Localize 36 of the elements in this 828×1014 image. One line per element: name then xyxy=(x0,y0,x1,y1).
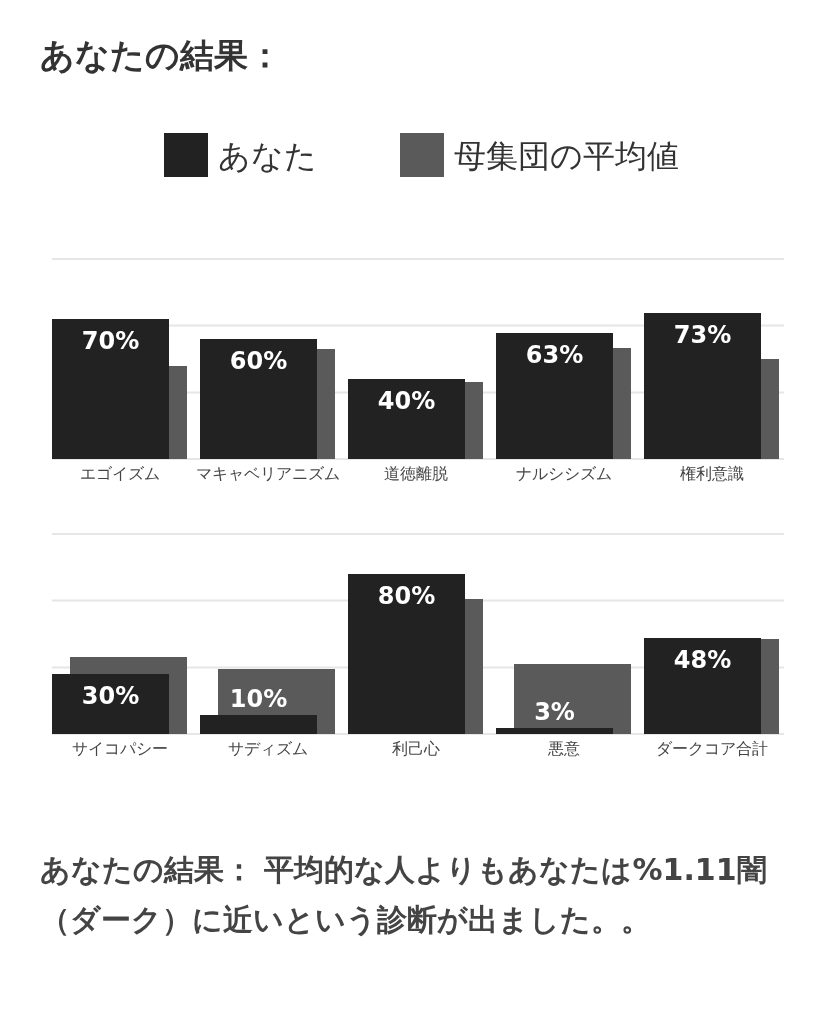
legend-label: あなた xyxy=(218,137,317,175)
legend-label: 母集団の平均値 xyxy=(454,137,679,175)
data-label: 30% xyxy=(81,682,140,710)
bar xyxy=(52,319,169,459)
chart-title: あなたの結果： xyxy=(40,35,282,75)
x-tick-label: 権利意識 xyxy=(679,464,744,483)
data-label: 40% xyxy=(377,387,436,415)
bar xyxy=(200,715,317,734)
bar xyxy=(52,674,169,734)
x-tick-label: サディズム xyxy=(227,739,308,758)
data-label: 63% xyxy=(525,341,584,369)
x-tick-label: ナルシシズム xyxy=(515,464,612,483)
data-label: 10% xyxy=(229,685,288,713)
data-label: 3% xyxy=(534,698,575,726)
x-tick-label: 利己心 xyxy=(391,739,440,758)
bar xyxy=(200,339,317,459)
bar xyxy=(644,638,761,734)
data-label: 70% xyxy=(81,327,140,355)
x-tick-label: 悪意 xyxy=(546,739,580,758)
data-label: 60% xyxy=(229,347,288,375)
data-label: 80% xyxy=(377,582,436,610)
x-tick-label: サイコパシー xyxy=(71,739,168,758)
data-label: 48% xyxy=(673,646,732,674)
x-tick-label: エゴイズム xyxy=(79,464,160,483)
bar xyxy=(496,728,613,734)
text: あなたの結果： 平均的な人よりもあなたは%1.11闇（ダーク）に近いという診断が出ました。。 xyxy=(40,851,768,939)
x-tick-label: ダークコア合計 xyxy=(655,739,768,758)
x-tick-label: マキャベリアニズム xyxy=(195,464,340,483)
legend-item: 母集団の平均値 xyxy=(400,133,679,177)
bar xyxy=(348,574,465,734)
legend-item: あなた xyxy=(164,133,317,177)
data-label: 73% xyxy=(673,321,732,349)
bar xyxy=(496,333,613,459)
bar xyxy=(348,379,465,459)
x-tick-label: 道徳離脱 xyxy=(383,464,448,483)
bar xyxy=(644,313,761,459)
